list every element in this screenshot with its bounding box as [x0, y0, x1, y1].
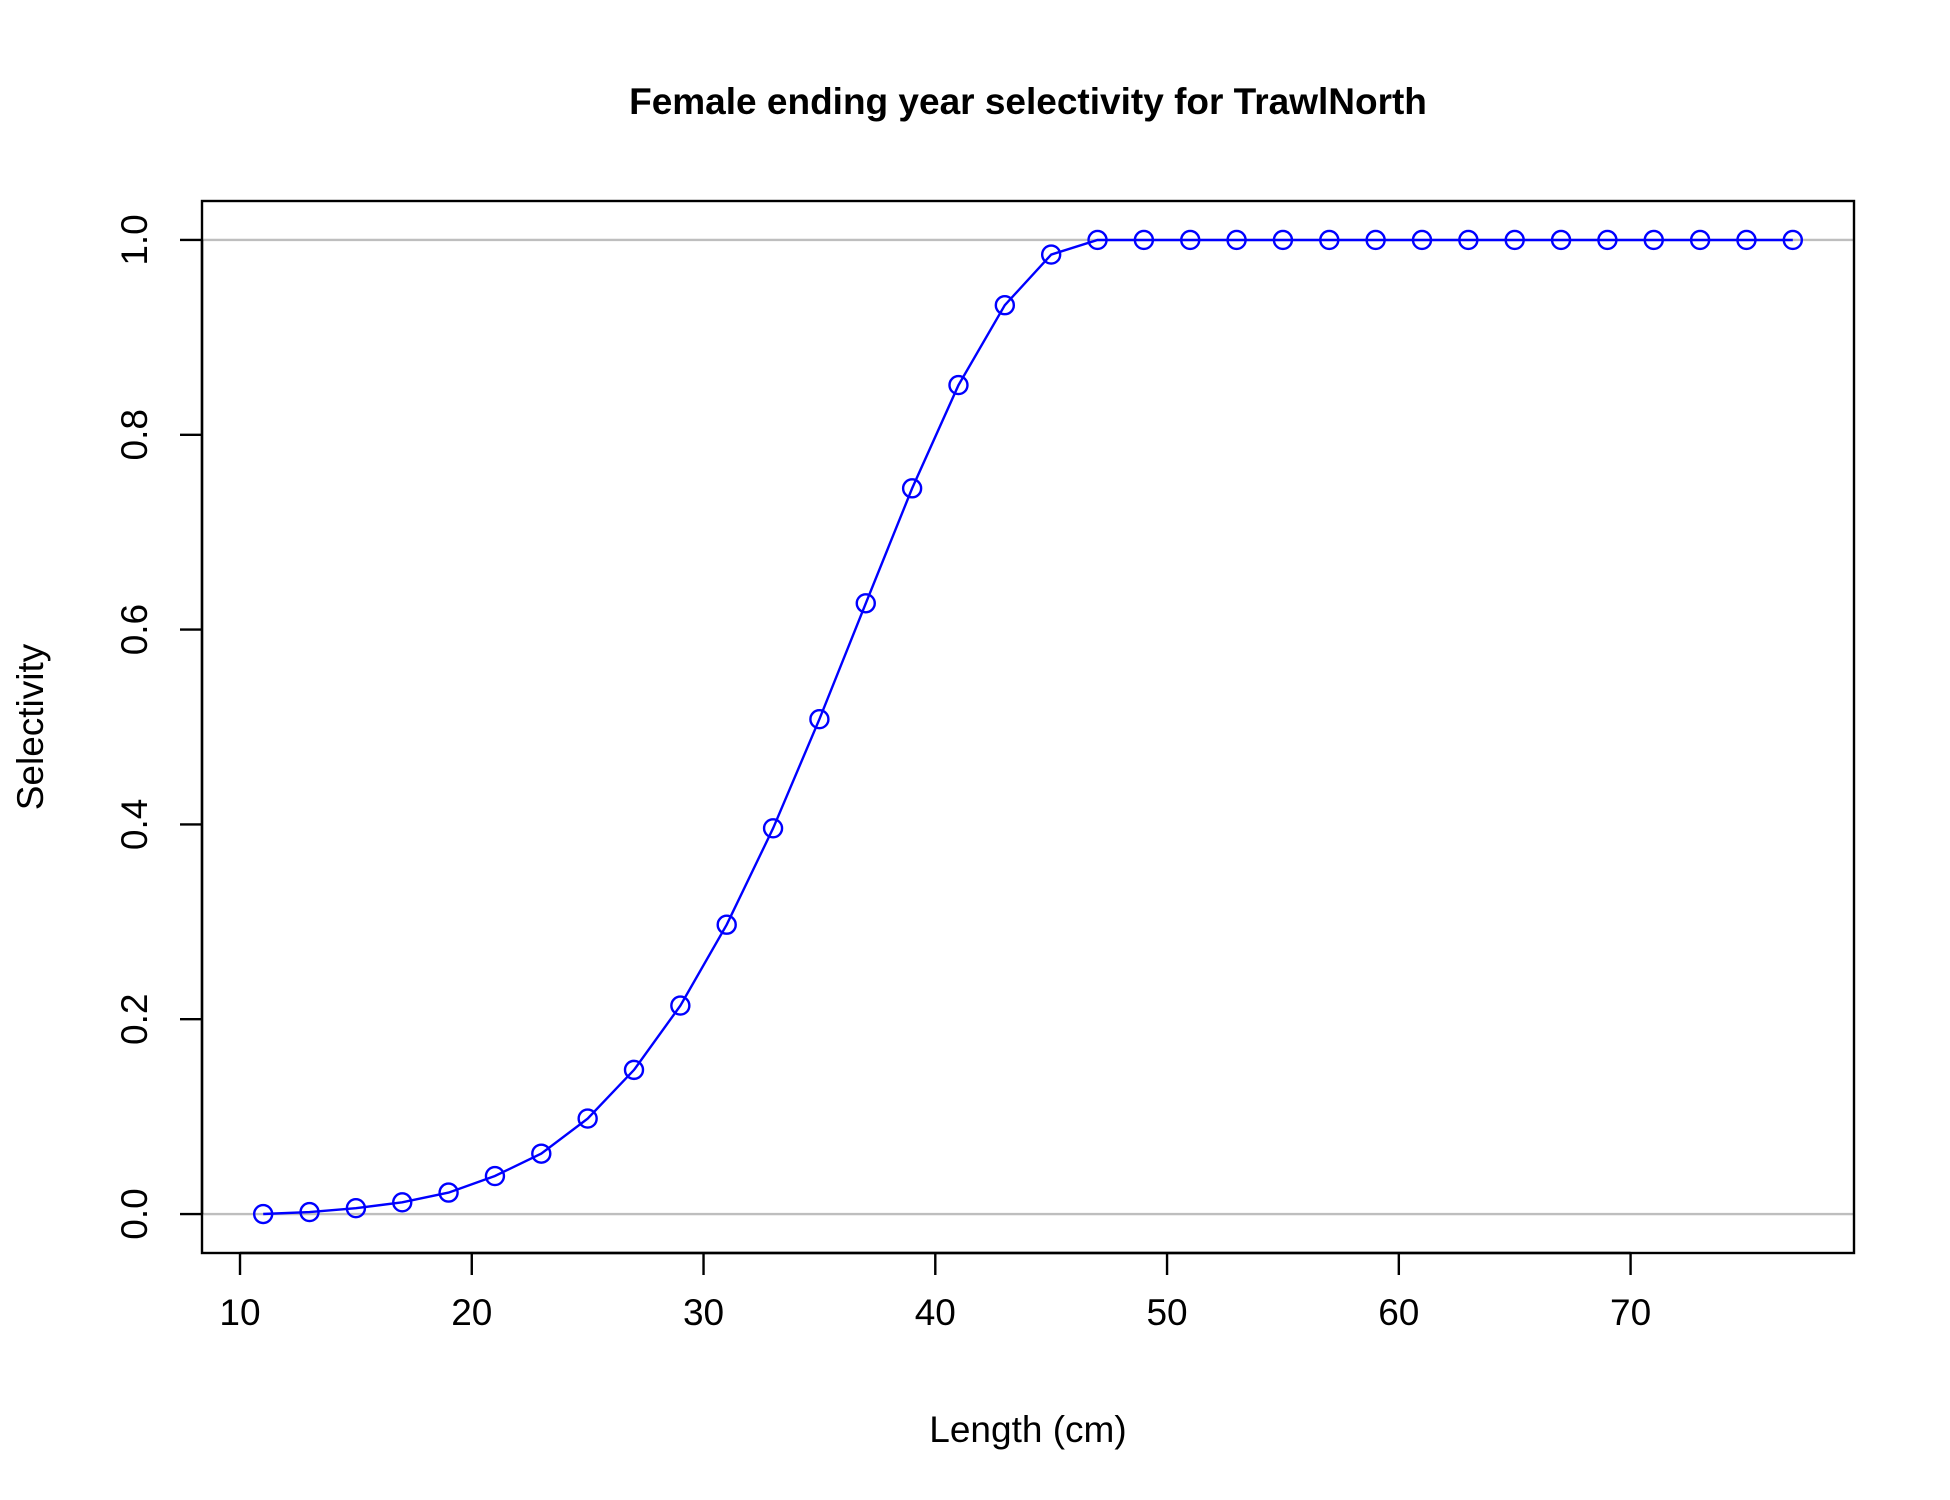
data-point — [484, 1165, 506, 1187]
data-point — [1643, 229, 1664, 251]
data-point — [1272, 229, 1294, 251]
x-tick-label: 70 — [1610, 1292, 1651, 1333]
data-point — [1133, 229, 1155, 251]
x-tick-label: 30 — [683, 1292, 724, 1333]
data-point — [1736, 229, 1757, 251]
plot-frame — [200, 199, 1856, 1255]
reference-lines — [202, 238, 1854, 1216]
data-series — [252, 229, 1804, 1225]
data-point — [1319, 229, 1340, 251]
data-point — [577, 1108, 598, 1129]
data-point — [716, 914, 737, 935]
data-point — [1087, 229, 1108, 251]
y-tick-label: 0.4 — [114, 799, 155, 850]
data-point — [1550, 229, 1572, 251]
data-point — [670, 995, 691, 1016]
x-tick-label: 50 — [1146, 1292, 1187, 1333]
x-axis-label: Length (cm) — [929, 1409, 1126, 1450]
y-tick-label: 0.2 — [114, 994, 155, 1045]
data-point — [1226, 229, 1247, 251]
data-point — [531, 1143, 552, 1164]
y-tick-label: 0.0 — [114, 1188, 155, 1239]
data-point — [1504, 229, 1525, 251]
data-point — [948, 374, 969, 396]
x-tick-label: 40 — [915, 1292, 956, 1333]
x-axis: 10 20 30 40 50 60 70 — [219, 1251, 1651, 1333]
data-point — [1180, 229, 1201, 251]
y-tick-label: 1.0 — [114, 214, 155, 265]
data-point — [623, 1059, 645, 1081]
series-line-0 — [263, 238, 1793, 1216]
data-point — [855, 593, 876, 614]
chart-title: Female ending year selectivity for Trawl… — [629, 81, 1427, 122]
x-tick-label: 10 — [219, 1292, 260, 1333]
y-axis: 0.0 0.2 0.4 0.6 0.8 1.0 — [114, 214, 204, 1240]
data-point — [1365, 229, 1386, 251]
data-point — [1597, 229, 1618, 251]
x-tick-label: 60 — [1378, 1292, 1419, 1333]
data-point — [762, 818, 784, 839]
data-point — [392, 1192, 413, 1213]
data-point — [1689, 229, 1711, 251]
data-point — [1458, 229, 1479, 251]
data-point — [901, 478, 923, 499]
y-axis-label: Selectivity — [10, 643, 51, 810]
data-point — [809, 709, 830, 730]
data-point — [299, 1201, 320, 1223]
data-point — [438, 1182, 459, 1203]
x-tick-label: 20 — [451, 1292, 492, 1333]
y-tick-label: 0.8 — [114, 409, 155, 460]
data-point — [994, 295, 1016, 316]
data-point — [1411, 229, 1433, 251]
data-point — [252, 1203, 274, 1225]
data-point — [1040, 244, 1062, 265]
data-point — [1782, 229, 1804, 251]
y-tick-label: 0.6 — [114, 604, 155, 655]
data-point — [345, 1197, 367, 1219]
